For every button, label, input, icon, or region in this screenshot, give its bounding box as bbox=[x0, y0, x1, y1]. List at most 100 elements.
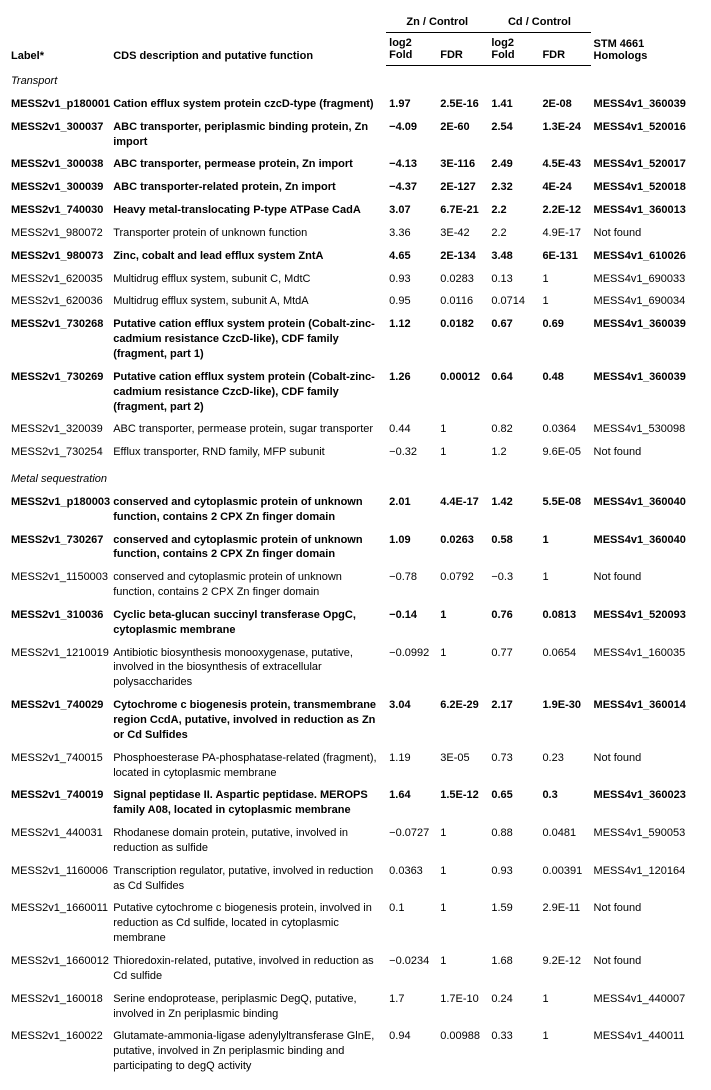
table-row: MESS2v1_1160006Transcription regulator, … bbox=[8, 860, 703, 898]
table-row: MESS2v1_980072Transporter protein of unk… bbox=[8, 222, 703, 245]
table-row: MESS2v1_160018Serine endoprotease, perip… bbox=[8, 988, 703, 1026]
table-row: MESS2v1_1660012Thioredoxin-related, puta… bbox=[8, 950, 703, 988]
cell-label: MESS2v1_320039 bbox=[8, 418, 110, 441]
cell-cd-log2: 0.24 bbox=[488, 988, 539, 1026]
cell-cd-log2: 1.59 bbox=[488, 897, 539, 950]
table-row: MESS2v1_730267conserved and cytoplasmic … bbox=[8, 529, 703, 567]
cell-hom: MESS4v1_160035 bbox=[591, 642, 703, 695]
cell-label: MESS2v1_310036 bbox=[8, 604, 110, 642]
cell-zn-fdr: 2.5E-16 bbox=[437, 93, 488, 116]
cell-label: MESS2v1_1150003 bbox=[8, 566, 110, 604]
cell-cd-log2: 0.82 bbox=[488, 418, 539, 441]
table-row: MESS2v1_620036Multidrug efflux system, s… bbox=[8, 290, 703, 313]
cell-zn-fdr: 1.5E-12 bbox=[437, 784, 488, 822]
cell-desc: conserved and cytoplasmic protein of unk… bbox=[110, 566, 386, 604]
cell-label: MESS2v1_730269 bbox=[8, 366, 110, 419]
cell-label: MESS2v1_440031 bbox=[8, 822, 110, 860]
table-row: MESS2v1_980073Zinc, cobalt and lead effl… bbox=[8, 245, 703, 268]
table-row: MESS2v1_730269Putative cation efflux sys… bbox=[8, 366, 703, 419]
cell-zn-log2: 2.01 bbox=[386, 491, 437, 529]
table-row: MESS2v1_730254Efflux transporter, RND fa… bbox=[8, 441, 703, 464]
cell-label: MESS2v1_300039 bbox=[8, 176, 110, 199]
cell-zn-fdr: 1.7E-10 bbox=[437, 988, 488, 1026]
cell-cd-log2: 0.93 bbox=[488, 860, 539, 898]
cell-desc: Transcription regulator, putative, invol… bbox=[110, 860, 386, 898]
cell-zn-fdr: 0.00988 bbox=[437, 1025, 488, 1078]
cell-cd-fdr: 6E-131 bbox=[539, 245, 590, 268]
cell-cd-log2: 0.67 bbox=[488, 313, 539, 366]
cell-label: MESS2v1_300038 bbox=[8, 153, 110, 176]
cell-zn-fdr: 1 bbox=[437, 950, 488, 988]
cell-cd-log2: 1.41 bbox=[488, 93, 539, 116]
cell-cd-log2: 0.33 bbox=[488, 1025, 539, 1078]
cell-cd-log2: −0.3 bbox=[488, 566, 539, 604]
cell-desc: ABC transporter-related protein, Zn impo… bbox=[110, 176, 386, 199]
cell-hom: Not found bbox=[591, 950, 703, 988]
cell-hom: Not found bbox=[591, 747, 703, 785]
cell-desc: Phosphoesterase PA-phosphatase-related (… bbox=[110, 747, 386, 785]
cell-label: MESS2v1_p180003 bbox=[8, 491, 110, 529]
cell-cd-fdr: 0.48 bbox=[539, 366, 590, 419]
cell-desc: Heavy metal-translocating P-type ATPase … bbox=[110, 199, 386, 222]
cell-zn-fdr: 3E-116 bbox=[437, 153, 488, 176]
cell-desc: Transporter protein of unknown function bbox=[110, 222, 386, 245]
cell-zn-fdr: 0.0182 bbox=[437, 313, 488, 366]
cell-cd-log2: 2.32 bbox=[488, 176, 539, 199]
cell-zn-fdr: 6.7E-21 bbox=[437, 199, 488, 222]
cell-desc: Glutamate-ammonia-ligase adenylyltransfe… bbox=[110, 1025, 386, 1078]
cell-cd-log2: 0.58 bbox=[488, 529, 539, 567]
cell-cd-log2: 0.65 bbox=[488, 784, 539, 822]
cell-zn-fdr: 2E-127 bbox=[437, 176, 488, 199]
table-row: MESS2v1_740015Phosphoesterase PA-phospha… bbox=[8, 747, 703, 785]
cell-zn-log2: 1.7 bbox=[386, 988, 437, 1026]
cell-zn-log2: 1.09 bbox=[386, 529, 437, 567]
cell-cd-fdr: 1 bbox=[539, 988, 590, 1026]
cell-desc: ABC transporter, permease protein, sugar… bbox=[110, 418, 386, 441]
table-row: MESS2v1_160022Glutamate-ammonia-ligase a… bbox=[8, 1025, 703, 1078]
cell-hom: MESS4v1_520016 bbox=[591, 116, 703, 154]
cell-cd-fdr: 4E-24 bbox=[539, 176, 590, 199]
cell-hom: Not found bbox=[591, 897, 703, 950]
cell-cd-fdr: 2.2E-12 bbox=[539, 199, 590, 222]
cell-zn-log2: 3.36 bbox=[386, 222, 437, 245]
cell-cd-fdr: 4.9E-17 bbox=[539, 222, 590, 245]
cell-label: MESS2v1_740015 bbox=[8, 747, 110, 785]
cell-zn-log2: −0.78 bbox=[386, 566, 437, 604]
cell-hom: Not found bbox=[591, 441, 703, 464]
table-row: MESS2v1_1660011Putative cytochrome c bio… bbox=[8, 897, 703, 950]
cell-desc: Rhodanese domain protein, putative, invo… bbox=[110, 822, 386, 860]
cell-cd-fdr: 2E-08 bbox=[539, 93, 590, 116]
col-cd-log2: log2 Fold bbox=[488, 33, 539, 66]
cell-label: MESS2v1_160018 bbox=[8, 988, 110, 1026]
cell-hom: MESS4v1_520017 bbox=[591, 153, 703, 176]
cell-cd-log2: 2.49 bbox=[488, 153, 539, 176]
cell-cd-fdr: 0.0654 bbox=[539, 642, 590, 695]
cell-hom: MESS4v1_360040 bbox=[591, 491, 703, 529]
table-row: MESS2v1_320039ABC transporter, permease … bbox=[8, 418, 703, 441]
col-cd-fdr: FDR bbox=[539, 33, 590, 66]
cell-label: MESS2v1_300037 bbox=[8, 116, 110, 154]
cell-zn-fdr: 0.0116 bbox=[437, 290, 488, 313]
cell-hom: MESS4v1_520093 bbox=[591, 604, 703, 642]
cell-desc: Multidrug efflux system, subunit C, MdtC bbox=[110, 268, 386, 291]
cell-cd-log2: 3.48 bbox=[488, 245, 539, 268]
cell-desc: Putative cation efflux system protein (C… bbox=[110, 313, 386, 366]
cell-cd-fdr: 1 bbox=[539, 268, 590, 291]
cell-zn-log2: 0.0363 bbox=[386, 860, 437, 898]
cell-cd-log2: 0.73 bbox=[488, 747, 539, 785]
cell-zn-fdr: 1 bbox=[437, 418, 488, 441]
table-row: MESS2v1_730268Putative cation efflux sys… bbox=[8, 313, 703, 366]
cell-zn-fdr: 0.0792 bbox=[437, 566, 488, 604]
cell-cd-log2: 0.64 bbox=[488, 366, 539, 419]
cell-zn-fdr: 0.00012 bbox=[437, 366, 488, 419]
cell-hom: MESS4v1_360023 bbox=[591, 784, 703, 822]
section-title: Transport bbox=[8, 66, 703, 93]
cell-zn-fdr: 2E-134 bbox=[437, 245, 488, 268]
cell-zn-fdr: 1 bbox=[437, 860, 488, 898]
cell-label: MESS2v1_1660011 bbox=[8, 897, 110, 950]
cell-cd-log2: 0.77 bbox=[488, 642, 539, 695]
cell-label: MESS2v1_160022 bbox=[8, 1025, 110, 1078]
cell-label: MESS2v1_730254 bbox=[8, 441, 110, 464]
cell-zn-log2: 1.12 bbox=[386, 313, 437, 366]
table-row: MESS2v1_300039ABC transporter-related pr… bbox=[8, 176, 703, 199]
